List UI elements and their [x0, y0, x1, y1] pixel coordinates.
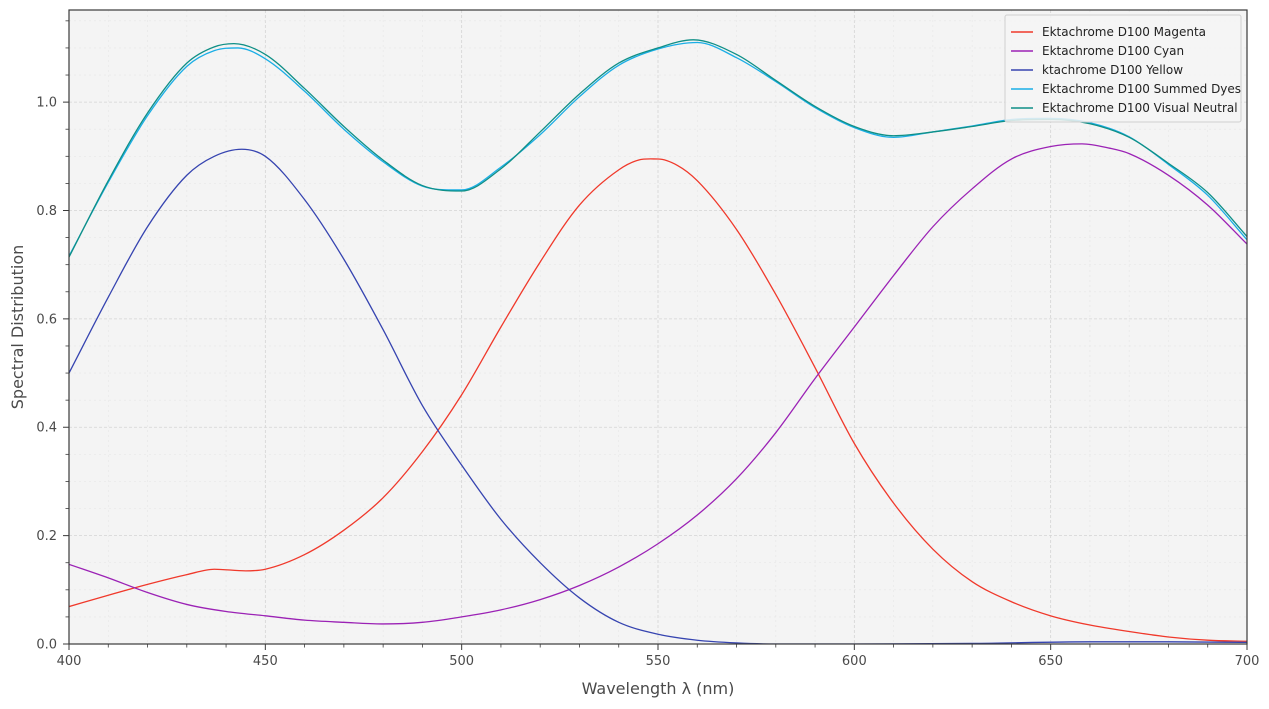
x-tick-label: 400: [57, 654, 82, 669]
legend-entry-label: Ektachrome D100 Visual Neutral: [1042, 101, 1238, 115]
y-tick-label: 0.2: [36, 529, 57, 544]
series-line-ektachrome-d100-magenta: [69, 158, 1247, 642]
y-tick-label: 1.0: [36, 96, 57, 111]
legend-entry-label: Ektachrome D100 Summed Dyes: [1042, 82, 1241, 96]
ticks-layer: 400 450 500 550 600 650 700 0.0 0.2 0.4 0.6 0.8 1.0: [36, 20, 1260, 669]
x-tick-label: 500: [449, 654, 474, 669]
legend-entry-label: ktachrome D100 Yellow: [1042, 63, 1183, 77]
y-tick-label: 0.4: [36, 421, 57, 436]
x-tick-label: 650: [1038, 654, 1063, 669]
x-tick-label: 700: [1235, 654, 1260, 669]
y-tick-label: 0.8: [36, 204, 57, 219]
x-tick-label: 550: [646, 654, 671, 669]
y-tick-label: 0.6: [36, 312, 57, 327]
legend-entry-label: Ektachrome D100 Cyan: [1042, 44, 1184, 58]
y-tick-label: 0.0: [36, 638, 57, 653]
x-tick-label: 450: [253, 654, 278, 669]
series-line-ektachrome-d100-cyan: [69, 143, 1247, 625]
y-axis-label: Spectral Distribution: [8, 245, 27, 409]
x-axis-label: Wavelength λ (nm): [582, 679, 735, 698]
x-tick-label: 600: [842, 654, 867, 669]
legend-box: [1004, 14, 1242, 123]
legend: Ektachrome D100 Magenta Ektachrome D100 C…: [1004, 14, 1242, 123]
legend-entry-label: Ektachrome D100 Magenta: [1042, 25, 1206, 39]
